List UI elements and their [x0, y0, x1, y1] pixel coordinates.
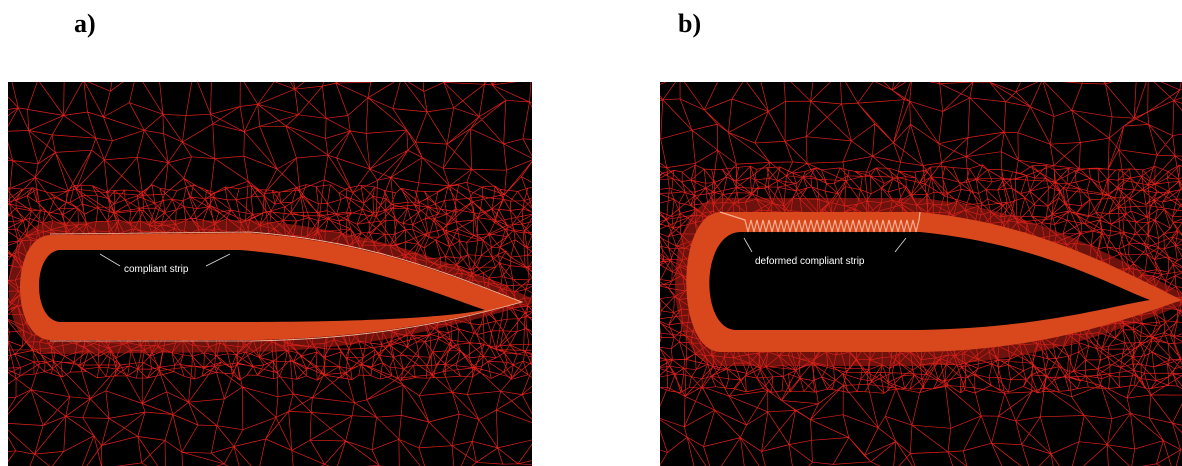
mesh-panel-a: compliant strip — [0, 49, 564, 466]
annotation: compliant strip — [124, 264, 189, 275]
mesh-panel-b: deformed compliant strip — [624, 46, 1182, 466]
annotation: deformed compliant strip — [755, 256, 865, 267]
panel-label: b) — [678, 9, 701, 38]
figure: a) b) compliant strip deformed compliant… — [0, 0, 1182, 466]
panel-label: a) — [74, 9, 96, 38]
